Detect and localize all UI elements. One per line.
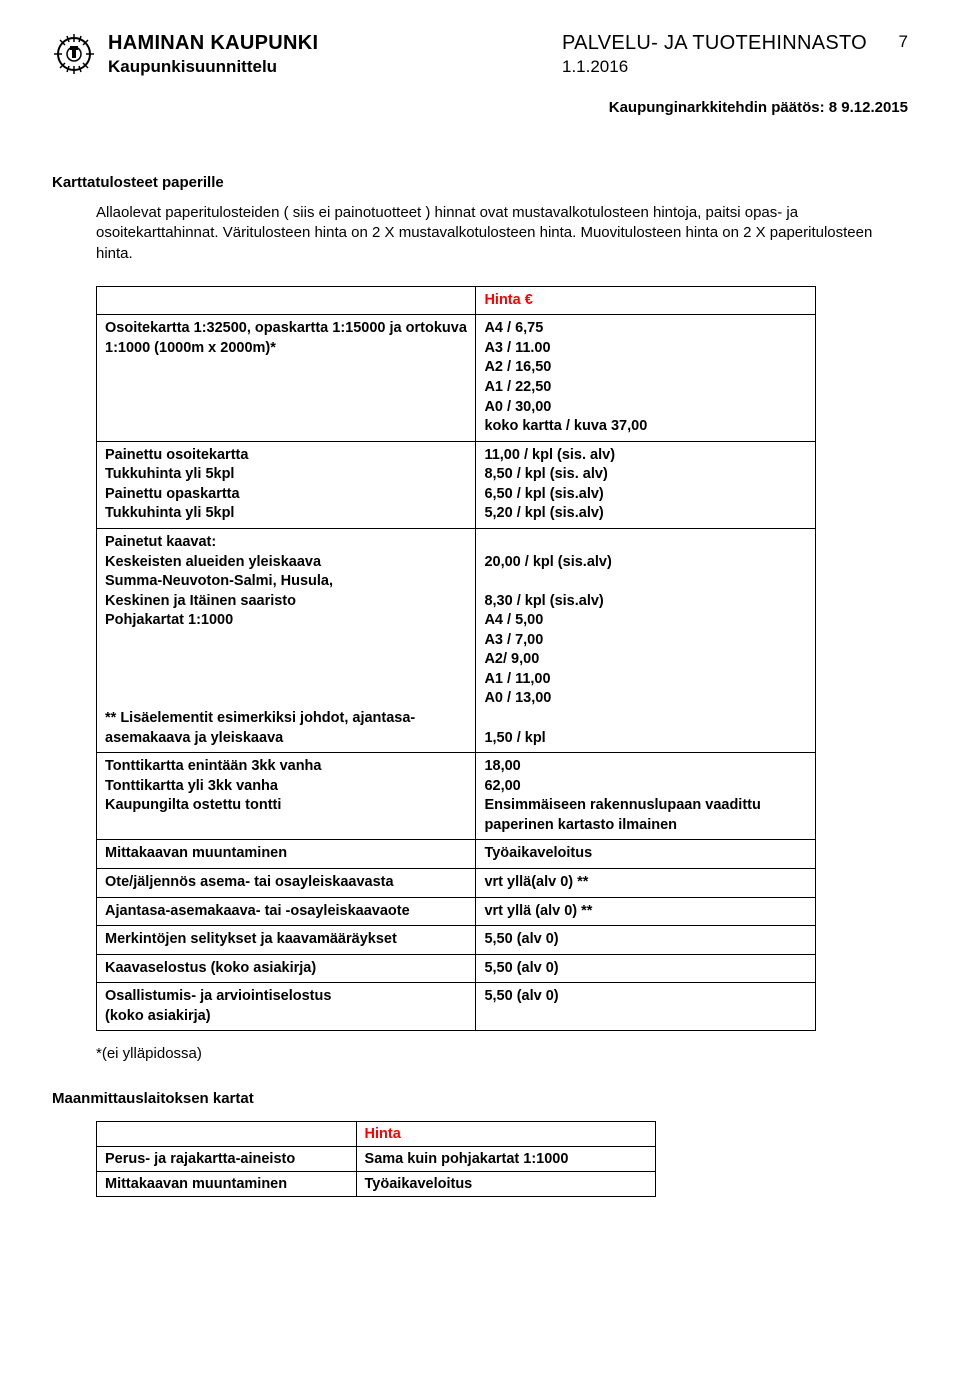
page-header: HAMINAN KAUPUNKI Kaupunkisuunnittelu PAL… — [52, 32, 908, 77]
row-price-cell: 20,00 / kpl (sis.alv) 8,30 / kpl (sis.al… — [476, 528, 816, 752]
table-row: Merkintöjen selitykset ja kaavamääräykse… — [97, 926, 816, 955]
header-price-cell: Hinta € — [476, 286, 816, 315]
row-price-cell: Sama kuin pohjakartat 1:1000 — [356, 1147, 655, 1172]
row-desc-cell: Ajantasa-asemakaava- tai -osayleiskaavao… — [97, 897, 476, 926]
mml-table: Hinta Perus- ja rajakartta-aineistoSama … — [96, 1121, 656, 1197]
row-price-cell: 5,50 (alv 0) — [476, 983, 816, 1031]
table-row: Painetut kaavat:Keskeisten alueiden ylei… — [97, 528, 816, 752]
row-price-cell: A4 / 6,75A3 / 11.00A2 / 16,50A1 / 22,50A… — [476, 315, 816, 441]
header-right: PALVELU- JA TUOTEHINNASTO 1.1.2016 — [562, 32, 872, 77]
row-desc-cell: Tonttikartta enintään 3kk vanhaTonttikar… — [97, 753, 476, 840]
row-desc-cell: Osallistumis- ja arviointiselostus(koko … — [97, 983, 476, 1031]
row-price-cell: 5,50 (alv 0) — [476, 954, 816, 983]
table-row: Tonttikartta enintään 3kk vanhaTonttikar… — [97, 753, 816, 840]
decision-line: Kaupunginarkkitehdin päätös: 8 9.12.2015 — [52, 99, 908, 116]
row-desc-cell: Mittakaavan muuntaminen — [97, 1172, 357, 1197]
table-header-row: Hinta — [97, 1122, 656, 1147]
logo-container — [52, 32, 96, 76]
row-desc-cell: Painettu osoitekarttaTukkuhinta yli 5kpl… — [97, 441, 476, 528]
table-row: Ajantasa-asemakaava- tai -osayleiskaavao… — [97, 897, 816, 926]
page-number-container: 7 — [884, 32, 908, 52]
row-price-cell: 5,50 (alv 0) — [476, 926, 816, 955]
sub-title: Kaupunkisuunnittelu — [108, 57, 550, 77]
table-header-row: Hinta € — [97, 286, 816, 315]
row-desc-cell: Perus- ja rajakartta-aineisto — [97, 1147, 357, 1172]
section-title: Karttatulosteet paperille — [52, 174, 908, 191]
row-desc-cell: Mittakaavan muuntaminen — [97, 840, 476, 869]
document-date: 1.1.2016 — [562, 57, 872, 77]
row-price-cell: 11,00 / kpl (sis. alv)8,50 / kpl (sis. a… — [476, 441, 816, 528]
document-title: PALVELU- JA TUOTEHINNASTO — [562, 32, 872, 55]
row-desc-cell: Kaavaselostus (koko asiakirja) — [97, 954, 476, 983]
header-price-cell: Hinta — [356, 1122, 655, 1147]
row-desc-cell: Painetut kaavat:Keskeisten alueiden ylei… — [97, 528, 476, 752]
table-row: Perus- ja rajakartta-aineistoSama kuin p… — [97, 1147, 656, 1172]
table-row: Osallistumis- ja arviointiselostus(koko … — [97, 983, 816, 1031]
header-left: HAMINAN KAUPUNKI Kaupunkisuunnittelu — [108, 32, 550, 77]
table-row: Painettu osoitekarttaTukkuhinta yli 5kpl… — [97, 441, 816, 528]
intro-paragraph: Allaolevat paperitulosteiden ( siis ei p… — [52, 203, 908, 264]
page-number: 7 — [884, 32, 908, 52]
footnote: *(ei ylläpidossa) — [96, 1045, 908, 1062]
table-row: Osoitekartta 1:32500, opaskartta 1:15000… — [97, 315, 816, 441]
row-desc-cell: Ote/jäljennös asema- tai osayleiskaavast… — [97, 868, 476, 897]
row-price-cell: 18,0062,00Ensimmäiseen rakennuslupaan va… — [476, 753, 816, 840]
section2-title: Maanmittauslaitoksen kartat — [52, 1090, 908, 1107]
table-row: Ote/jäljennös asema- tai osayleiskaavast… — [97, 868, 816, 897]
table-row: Mittakaavan muuntaminenTyöaikaveloitus — [97, 840, 816, 869]
table-row: Mittakaavan muuntaminenTyöaikaveloitus — [97, 1172, 656, 1197]
header-empty-cell — [97, 286, 476, 315]
header-empty-cell — [97, 1122, 357, 1147]
row-price-cell: Työaikaveloitus — [476, 840, 816, 869]
row-price-cell: vrt yllä (alv 0) ** — [476, 897, 816, 926]
row-desc-cell: Osoitekartta 1:32500, opaskartta 1:15000… — [97, 315, 476, 441]
row-price-cell: Työaikaveloitus — [356, 1172, 655, 1197]
row-desc-cell: Merkintöjen selitykset ja kaavamääräykse… — [97, 926, 476, 955]
table-row: Kaavaselostus (koko asiakirja)5,50 (alv … — [97, 954, 816, 983]
city-crest-icon — [52, 32, 96, 76]
pricing-table: Hinta € Osoitekartta 1:32500, opaskartta… — [96, 286, 816, 1032]
row-price-cell: vrt yllä(alv 0) ** — [476, 868, 816, 897]
org-title: HAMINAN KAUPUNKI — [108, 32, 550, 55]
